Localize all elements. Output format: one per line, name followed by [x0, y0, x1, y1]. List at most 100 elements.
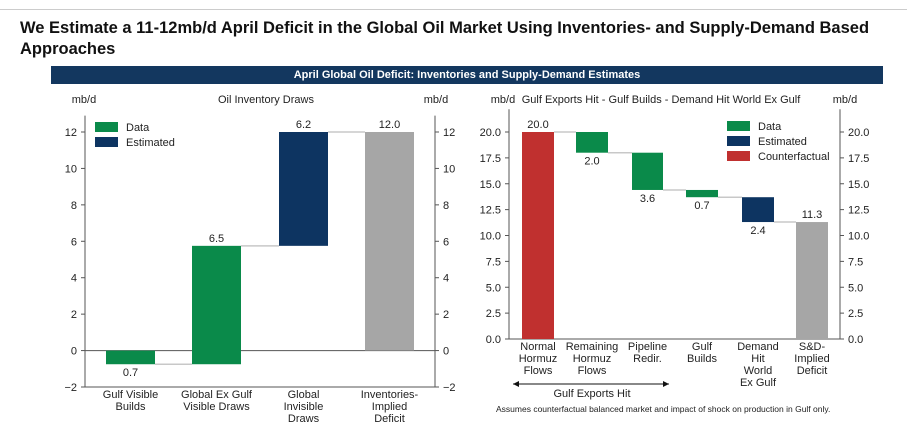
x-tick-label: Deficit — [374, 413, 405, 425]
legend-label: Data — [126, 122, 150, 134]
bar-total — [796, 222, 828, 339]
x-tick-label: Gulf — [692, 341, 713, 353]
bar-data — [576, 132, 608, 153]
legend-label: Data — [758, 121, 782, 133]
y-tick-label-left: 7.5 — [486, 256, 501, 268]
y-tick-label-left: 20.0 — [480, 127, 501, 139]
y-tick-label-right: 0 — [443, 346, 449, 358]
y-tick-label-right: 12 — [443, 127, 455, 139]
y-tick-label-right: 10 — [443, 163, 455, 175]
data-label: 20.0 — [527, 119, 548, 131]
bar-data — [632, 152, 663, 190]
bar-data — [106, 350, 155, 365]
x-tick-label: Remaining — [566, 341, 619, 353]
data-label: 2.0 — [584, 156, 599, 168]
data-label: 0.7 — [123, 367, 138, 379]
y-tick-label-left: 15.0 — [480, 179, 501, 191]
y-axis-label-right: mb/d — [424, 94, 448, 106]
bar-data — [192, 245, 241, 365]
legend-swatch-data — [95, 122, 118, 132]
y-axis-label-left: mb/d — [491, 94, 515, 106]
x-tick-label: Global Ex Gulf — [181, 389, 253, 401]
x-tick-label: Builds — [687, 353, 717, 365]
x-tick-label: Normal — [520, 341, 555, 353]
y-tick-label-right: 2 — [443, 309, 449, 321]
x-tick-label: World — [744, 365, 773, 377]
x-tick-label: S&D- — [799, 341, 826, 353]
data-label: 12.0 — [379, 119, 400, 131]
bar-total — [365, 132, 414, 351]
bar-data — [686, 189, 718, 198]
data-label: 6.5 — [209, 233, 224, 245]
legend-swatch-estimated — [727, 136, 750, 146]
data-label: 11.3 — [802, 209, 823, 221]
y-tick-label-left: 2 — [71, 309, 77, 321]
y-tick-label-right: −2 — [443, 382, 456, 394]
y-tick-label-left: 12.5 — [480, 205, 501, 217]
legend-swatch-counterfactual — [727, 151, 750, 161]
y-tick-label-left: 0.0 — [486, 334, 501, 346]
page-title: We Estimate a 11-12mb/d April Deficit in… — [20, 19, 870, 58]
y-tick-label-right: 10.0 — [848, 231, 869, 243]
x-tick-label: Visible Draws — [183, 401, 250, 413]
top-divider — [0, 9, 907, 10]
bar-counterfactual — [522, 132, 554, 339]
y-tick-label-right: 15.0 — [848, 179, 869, 191]
legend-swatch-estimated — [95, 137, 118, 147]
y-tick-label-left: 0 — [71, 346, 77, 358]
y-tick-label-left: −2 — [64, 382, 77, 394]
data-label: 0.7 — [694, 200, 709, 212]
data-label: 6.2 — [296, 119, 311, 131]
y-tick-label-right: 5.0 — [848, 282, 863, 294]
y-tick-label-left: 2.5 — [486, 308, 501, 320]
x-tick-label: Builds — [116, 401, 146, 413]
chart-banner: April Global Oil Deficit: Inventories an… — [51, 66, 883, 84]
x-tick-label: Global — [288, 389, 320, 401]
bar-estimated — [279, 132, 328, 246]
x-tick-label: Inventories- — [361, 389, 419, 401]
data-label: 2.4 — [750, 225, 765, 237]
x-tick-label: Implied — [372, 401, 407, 413]
legend-label: Estimated — [126, 137, 175, 149]
legend-swatch-data — [727, 121, 750, 131]
x-tick-label: Ex Gulf — [740, 377, 777, 389]
y-tick-label-left: 17.5 — [480, 153, 501, 165]
y-axis-label-left: mb/d — [72, 94, 96, 106]
y-tick-label-right: 4 — [443, 273, 449, 285]
x-tick-label: Pipeline — [628, 341, 667, 353]
y-tick-label-left: 12 — [65, 127, 77, 139]
arrow-left-icon — [513, 381, 519, 387]
y-tick-label-right: 2.5 — [848, 308, 863, 320]
x-tick-label: Hit — [751, 353, 764, 365]
y-tick-label-right: 8 — [443, 200, 449, 212]
y-axis-label-right: mb/d — [833, 94, 857, 106]
x-tick-label: Hormuz — [519, 353, 558, 365]
x-tick-label: Deficit — [797, 365, 828, 377]
chart-title: Oil Inventory Draws — [218, 94, 314, 106]
x-tick-label: Draws — [288, 413, 320, 425]
y-tick-label-right: 20.0 — [848, 127, 869, 139]
legend-label: Counterfactual — [758, 151, 830, 163]
data-label: 3.6 — [640, 193, 655, 205]
chart-title: Gulf Exports Hit - Gulf Builds - Demand … — [522, 94, 801, 106]
footnote: Assumes counterfactual balanced market a… — [496, 404, 831, 414]
bar-estimated — [742, 197, 774, 223]
y-tick-label-right: 0.0 — [848, 334, 863, 346]
legend-label: Estimated — [758, 136, 807, 148]
y-tick-label-left: 4 — [71, 273, 77, 285]
x-tick-label: Invisible — [284, 401, 324, 413]
x-tick-label: Implied — [794, 353, 829, 365]
annotation-label: Gulf Exports Hit — [553, 388, 630, 400]
y-tick-label-left: 6 — [71, 236, 77, 248]
y-tick-label-right: 17.5 — [848, 153, 869, 165]
y-tick-label-right: 6 — [443, 236, 449, 248]
y-tick-label-right: 7.5 — [848, 256, 863, 268]
x-tick-label: Gulf Visible — [103, 389, 158, 401]
x-tick-label: Redir. — [633, 353, 662, 365]
x-tick-label: Demand — [737, 341, 779, 353]
x-tick-label: Flows — [524, 365, 553, 377]
y-tick-label-left: 10 — [65, 163, 77, 175]
y-tick-label-left: 10.0 — [480, 231, 501, 243]
y-tick-label-left: 8 — [71, 200, 77, 212]
